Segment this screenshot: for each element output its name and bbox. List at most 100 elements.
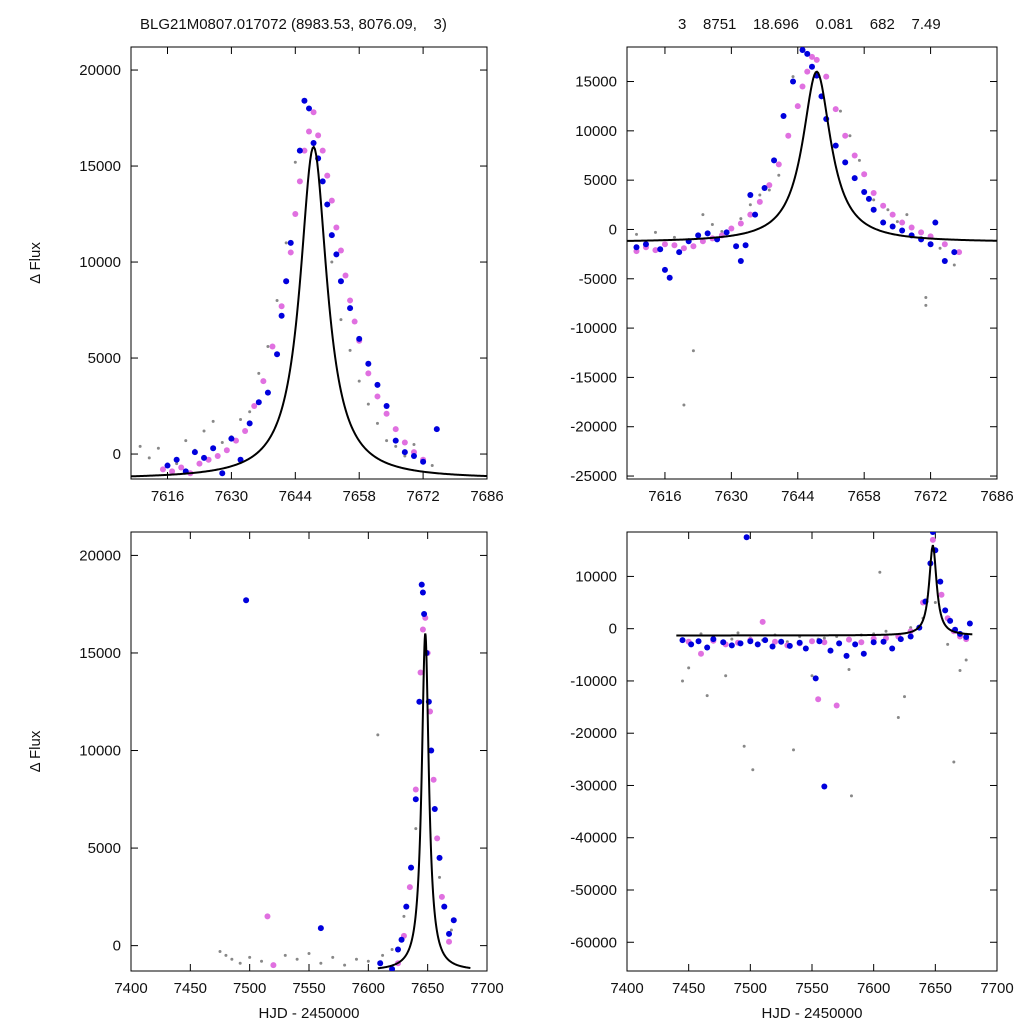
data-point-series_c (758, 193, 762, 197)
y-tick-label: 10000 (575, 123, 617, 140)
data-point-series_c (701, 213, 705, 217)
data-point-series_c (739, 217, 743, 221)
data-point-series_a (191, 449, 198, 456)
data-point-series_b (446, 938, 453, 945)
data-point-series_b (242, 428, 249, 434)
data-point-series_c (414, 827, 418, 831)
model-curve (676, 544, 973, 637)
data-point-series_c (138, 444, 142, 448)
data-point-series_a (419, 589, 426, 596)
data-point-series_c (230, 957, 234, 961)
data-point-series_a (228, 435, 235, 442)
data-point-series_b (214, 452, 221, 459)
data-point-series_b (301, 147, 308, 154)
data-point-series_b (918, 229, 925, 236)
data-points (218, 581, 471, 971)
data-point-series_a (899, 227, 906, 234)
data-point-series_c (964, 658, 968, 662)
data-point-series_a (441, 903, 448, 910)
x-tick-label: 7644 (781, 488, 814, 505)
data-point-series_b (223, 447, 230, 454)
data-point-series_a (790, 78, 797, 85)
data-point-series_c (730, 637, 734, 641)
data-point-series_a (255, 399, 262, 406)
data-point-series_b (823, 73, 830, 80)
data-point-series_b (292, 211, 299, 218)
y-tick-label: 15000 (575, 74, 617, 91)
data-point-series_a (421, 610, 428, 617)
data-point-series_a (752, 211, 759, 218)
y-tick-label: -20000 (570, 419, 617, 436)
y-axis-label: Δ Flux (27, 242, 44, 284)
data-point-series_c (248, 410, 252, 414)
data-point-series_c (958, 668, 962, 672)
data-point-series_c (720, 229, 724, 233)
data-point-series_b (671, 242, 678, 249)
data-point-series_b (178, 464, 185, 471)
data-point-series_b (287, 249, 294, 256)
x-tick-label: 7450 (174, 980, 207, 997)
y-tick-label: 20000 (79, 547, 121, 564)
data-point-series_b (809, 53, 815, 60)
data-point-series_a (827, 647, 834, 654)
data-point-series_c (909, 626, 913, 630)
data-point-series_c (751, 768, 755, 772)
data-point-series_b (870, 189, 877, 196)
data-point-series_a (737, 640, 744, 647)
data-point-series_b (251, 403, 258, 410)
data-point-series_c (884, 629, 888, 633)
data-point-series_a (816, 638, 823, 645)
data-point-series_a (836, 640, 843, 647)
data-point-series_a (324, 201, 331, 208)
y-tick-label: 20000 (79, 62, 121, 79)
data-point-series_b (756, 198, 763, 205)
data-point-series_b (264, 913, 271, 920)
model-curve (627, 70, 997, 242)
data-point-series_c (672, 235, 676, 239)
data-point-series_a (201, 454, 208, 461)
data-point-series_b (652, 247, 659, 254)
x-tick-label: 7672 (914, 488, 947, 505)
data-point-series_a (356, 335, 363, 342)
data-point-series_c (354, 957, 358, 961)
data-point-series_b (661, 241, 668, 248)
data-point-series_b (260, 378, 267, 385)
data-point-series_b (306, 128, 312, 135)
x-tick-label: 7644 (279, 488, 312, 505)
data-point-series_c (933, 601, 937, 605)
data-point-series_c (903, 695, 906, 699)
y-tick-label: -5000 (579, 271, 617, 288)
data-point-series_b (699, 238, 706, 245)
data-point-series_c (438, 875, 442, 879)
data-point-series_a (246, 420, 253, 427)
x-tick-label: 7650 (411, 980, 444, 997)
data-point-series_c (366, 402, 370, 406)
data-point-series_a (695, 638, 702, 645)
data-point-series_b (821, 639, 828, 646)
data-point-series_b (899, 219, 906, 226)
data-point-series_c (394, 444, 398, 448)
data-point-series_c (348, 348, 352, 352)
data-point-series_b (851, 152, 858, 159)
y-tick-label: -50000 (570, 882, 617, 899)
data-point-series_b (365, 370, 372, 377)
data-point-series_a (173, 456, 180, 463)
data-point-series_a (401, 449, 408, 456)
y-tick-label: -40000 (570, 830, 617, 847)
y-tick-label: -10000 (570, 673, 617, 690)
x-tick-label: 7500 (233, 980, 266, 997)
x-tick-label: 7600 (857, 980, 890, 997)
data-point-series_c (849, 794, 853, 798)
data-point-series_b (772, 638, 778, 645)
data-point-series_a (861, 188, 868, 195)
data-point-series_c (331, 955, 335, 959)
data-point-series_a (278, 312, 285, 319)
x-tick-label: 7450 (672, 980, 705, 997)
data-point-series_a (733, 243, 740, 250)
data-point-series_a (392, 437, 399, 444)
data-point-series_a (821, 783, 828, 790)
data-point-series_a (769, 643, 776, 650)
data-point-series_c (218, 949, 222, 953)
data-point-series_a (951, 249, 958, 256)
data-point-series_c (681, 679, 684, 683)
